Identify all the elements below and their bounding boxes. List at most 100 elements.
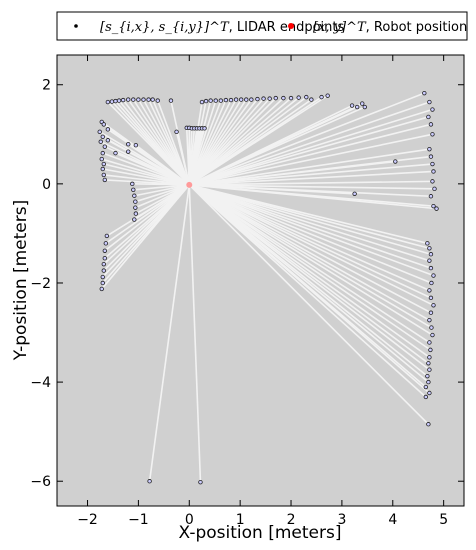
lidar-ray [188, 97, 277, 186]
lidar-endpoint [423, 384, 429, 390]
lidar-endpoint [426, 379, 431, 385]
lidar-endpoint [223, 97, 229, 103]
lidar-endpoint [155, 98, 160, 103]
lidar-endpoint [126, 142, 131, 147]
lidar-endpoint [102, 177, 108, 183]
lidar-endpoint [430, 161, 435, 167]
lidar-ray [188, 184, 202, 483]
lidar-endpoint [427, 355, 432, 360]
robot-position-marker [186, 181, 193, 188]
lidar-ray [189, 184, 430, 250]
lidar-endpoint [360, 101, 365, 106]
lidar-ray [103, 163, 190, 186]
lidar-ray [134, 184, 190, 197]
lidar-endpoint [428, 122, 434, 127]
lidar-endpoint [427, 390, 432, 396]
lidar-ray [188, 184, 429, 383]
lidar-endpoint [432, 186, 437, 192]
lidar-ray [175, 131, 191, 186]
lidar-endpoint [198, 480, 203, 485]
lidar-endpoint [428, 295, 434, 301]
lidar-ray [189, 184, 430, 262]
lidar-ray [188, 184, 431, 351]
lidar-ray [133, 184, 190, 191]
lidar-endpoint [288, 95, 294, 101]
lidar-rays [99, 92, 437, 483]
lidar-endpoint [425, 241, 430, 246]
lidar-endpoint [430, 332, 435, 338]
lidar-endpoint [116, 98, 122, 103]
lidar-ray [105, 184, 190, 244]
lidar-endpoint [431, 203, 436, 209]
x-tick-label: −2 [77, 512, 98, 528]
y-axis: −6 −4 −2 0 2 [30, 78, 464, 490]
lidar-endpoint [100, 150, 105, 156]
lidar-endpoint [434, 206, 439, 211]
lidar-endpoint [208, 98, 213, 103]
x-tick-label: 3 [337, 512, 346, 528]
lidar-ray [135, 184, 190, 203]
lidar-endpoint [97, 129, 102, 135]
lidar-endpoint [100, 166, 105, 172]
lidar-endpoint [136, 97, 141, 102]
lidar-endpoint [354, 104, 360, 110]
lidar-endpoint [273, 95, 278, 101]
lidar-endpoint [105, 99, 111, 105]
lidar-endpoint [131, 97, 136, 102]
lidar-endpoint [146, 97, 151, 102]
lidar-endpoint [105, 138, 111, 143]
lidar-ray [189, 116, 429, 186]
lidar-endpoint [428, 252, 434, 257]
lidar-ray [189, 160, 396, 186]
lidar-endpoint [362, 104, 367, 110]
lidar-endpoint [233, 97, 239, 102]
lidar-endpoint [319, 94, 324, 100]
y-tick-label: −2 [30, 276, 51, 292]
lidar-ray [188, 184, 429, 425]
x-tick-label: 1 [236, 512, 245, 528]
lidar-ray [101, 184, 190, 290]
lidar-endpoint [427, 258, 432, 263]
lidar-ray [189, 180, 433, 186]
lidar-endpoint [428, 265, 434, 271]
lidar-endpoint [428, 194, 434, 199]
lidar-ray [188, 184, 434, 277]
lidar-ray [102, 168, 190, 186]
lidar-ray [188, 96, 307, 186]
legend-box [56, 11, 468, 41]
svg-text:[s_{i,x}, s_{i,y}]^T, LIDAR en: [s_{i,x}, s_{i,y}]^T, LIDAR endpoints [100, 20, 344, 35]
lidar-ray [189, 170, 434, 186]
lidar-endpoint [425, 373, 430, 379]
lidar-endpoint [296, 95, 301, 100]
lidar-endpoint [349, 103, 355, 108]
lidar-endpoint [104, 233, 110, 239]
y-tick-label: 2 [42, 78, 51, 94]
lidar-endpoint [281, 95, 286, 101]
x-tick-label: −1 [128, 512, 149, 528]
lidar-ray [189, 184, 355, 195]
lidar-endpoint [199, 99, 205, 105]
lidar-endpoint [141, 97, 146, 102]
lidar-ray [188, 184, 430, 394]
lidar-ray [188, 184, 432, 329]
lidar-endpoint [100, 134, 105, 139]
lidar-endpoint [101, 161, 107, 167]
lidar-endpoint [101, 268, 107, 273]
lidar-ray [189, 184, 437, 210]
lidar-endpoint [427, 146, 432, 152]
lidar-endpoint [100, 280, 105, 286]
lidar-ray [188, 184, 433, 336]
lidar-endpoint [238, 97, 244, 102]
lidar-ray [189, 184, 435, 190]
lidar-endpoint [427, 340, 432, 345]
lidar-endpoint [150, 97, 155, 102]
lidar-endpoint [101, 261, 107, 267]
lidar-endpoint [422, 90, 427, 96]
x-tick-label: 4 [388, 512, 397, 528]
legend-robot-label: , Robot position [366, 20, 468, 35]
lidar-ray [188, 184, 427, 398]
lidar-ray [189, 163, 433, 186]
x-tick-label: 0 [185, 512, 194, 528]
lidar-ray [156, 100, 191, 186]
lidar-ray [103, 174, 190, 186]
